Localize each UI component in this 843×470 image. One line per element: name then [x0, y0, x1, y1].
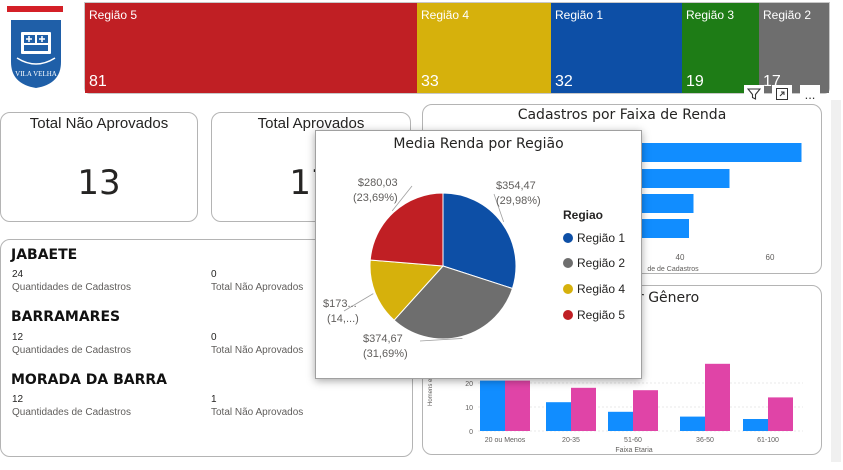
row-name: JABAETE [11, 247, 78, 263]
vila-velha-logo: VILA VELHA [5, 6, 63, 88]
row-cadastros-label: Quantidades de Cadastros [12, 345, 131, 356]
kpi-value: 13 [77, 163, 121, 203]
chart-title: r Gênero [638, 290, 699, 306]
region-income-pie-chart [343, 185, 517, 342]
row-nao-aprovados-label: Total Não Aprovados [211, 345, 304, 356]
row-cadastros-value: 12 [12, 332, 24, 343]
pie-slice [393, 265, 514, 340]
gender-bar [480, 380, 505, 431]
chart-title: Cadastros por Faixa de Renda [517, 107, 727, 123]
page-scrollbar[interactable] [831, 100, 841, 462]
x-axis-label: Faixa Etaria [615, 447, 652, 454]
row-cadastros-label: Quantidades de Cadastros [12, 407, 131, 418]
treemap-tile-regiao-3[interactable]: Região 3 19 [682, 3, 759, 93]
row-name: MORADA DA BARRA [11, 372, 168, 388]
tile-label: Região 2 [763, 8, 812, 22]
gender-bar [743, 419, 768, 431]
legend-item-regiao-5[interactable]: Região 5 [563, 308, 625, 322]
pie-leader-line [343, 293, 374, 312]
y-tick-label: 0 [469, 429, 473, 436]
logo-text: VILA VELHA [15, 70, 57, 78]
legend-title: Regiao [563, 208, 604, 222]
legend-dot-icon [563, 233, 573, 243]
pie-slice [369, 259, 445, 321]
x-tick-label: 20 ou Menos [485, 437, 526, 444]
pie-slice [442, 192, 517, 290]
x-tick-label: 51-60 [624, 437, 642, 444]
logo-red-bar [7, 6, 63, 12]
pie-leader-line [419, 338, 463, 342]
row-nao-aprovados-label: Total Não Aprovados [211, 407, 304, 418]
filter-icon[interactable] [744, 85, 764, 103]
treemap-tile-regiao-2[interactable]: Região 2 17 [759, 3, 829, 93]
gender-bar [546, 402, 571, 431]
legend-item-regiao-2[interactable]: Região 2 [563, 256, 625, 270]
x-tick-label: 60 [766, 253, 775, 262]
treemap-tile-regiao-5[interactable]: Região 5 81 [85, 3, 417, 93]
gender-bar [768, 397, 793, 431]
tile-value: 19 [686, 73, 704, 90]
income-bar [590, 143, 802, 162]
treemap-tile-regiao-4[interactable]: Região 4 33 [417, 3, 551, 93]
pie-label-regiao-5: $280,03 (23,69%) [353, 177, 398, 204]
pie-leader-line [391, 185, 413, 212]
gender-bar [705, 363, 730, 431]
gender-bar [571, 387, 596, 431]
row-name: BARRAMARES [11, 309, 121, 325]
legend-item-regiao-4[interactable]: Região 4 [563, 282, 625, 296]
row-cadastros-value: 12 [12, 394, 24, 405]
x-tick-label: 61-100 [757, 437, 779, 444]
tile-label: Região 3 [686, 8, 735, 22]
y-tick-label: 20 [465, 381, 473, 388]
gender-bar [608, 411, 633, 431]
region-treemap: Região 5 81 Região 4 33 Região 1 32 Regi… [84, 2, 830, 94]
row-cadastros-label: Quantidades de Cadastros [12, 282, 131, 293]
pie-slice [369, 192, 444, 267]
legend-item-regiao-1[interactable]: Região 1 [563, 231, 625, 245]
tile-value: 32 [555, 73, 573, 90]
shield-icon: VILA VELHA [11, 20, 61, 88]
x-tick-label: 40 [676, 253, 685, 262]
gender-age-bar-chart: r Gênero 0 10 20 20 ou Menos 20-35 51-60 36-50… [428, 290, 803, 454]
y-tick-label: 10 [465, 405, 473, 412]
row-nao-aprovados-label: Total Não Aprovados [211, 282, 304, 293]
tile-label: Região 4 [421, 8, 470, 22]
row-nao-aprovados-value: 0 [211, 332, 217, 343]
kpi-title: Total Aprovados [257, 115, 365, 132]
chart-title: Media Renda por Região [393, 136, 564, 152]
treemap-tile-regiao-1[interactable]: Região 1 32 [551, 3, 682, 93]
tile-value: 81 [89, 73, 107, 90]
pie-leader-line [493, 193, 505, 223]
row-nao-aprovados-value: 0 [211, 269, 217, 280]
visual-header: ... [740, 84, 824, 104]
pie-label-regiao-2: $374,67 (31,69%) [363, 333, 408, 360]
gender-bar [633, 390, 658, 431]
region-income-pie-popup[interactable]: Media Renda por Região $280,03 (23,69%) $… [315, 130, 642, 379]
gender-bar [505, 380, 530, 431]
tile-value: 33 [421, 73, 439, 90]
pie-label-regiao-1: $354,47 (29,98%) [496, 180, 541, 207]
legend-dot-icon [563, 310, 573, 320]
focus-mode-icon[interactable] [772, 85, 792, 103]
row-cadastros-value: 24 [12, 269, 24, 280]
kpi-card-nao-aprovados: Total Não Aprovados 13 [0, 112, 198, 222]
x-axis-label: de de Cadastros [647, 266, 699, 273]
y-axis-label: Homens e [428, 378, 434, 406]
kpi-title: Total Não Aprovados [29, 115, 169, 132]
x-tick-label: 20-35 [562, 437, 580, 444]
gender-bar [680, 416, 705, 431]
pie-label-regiao-4: $173... (14,...) [323, 298, 359, 325]
tile-label: Região 5 [89, 8, 138, 22]
legend-dot-icon [563, 258, 573, 268]
row-nao-aprovados-value: 1 [211, 394, 217, 405]
x-tick-label: 36-50 [696, 437, 714, 444]
tile-label: Região 1 [555, 8, 604, 22]
more-options-icon[interactable]: ... [800, 85, 820, 103]
legend-dot-icon [563, 284, 573, 294]
